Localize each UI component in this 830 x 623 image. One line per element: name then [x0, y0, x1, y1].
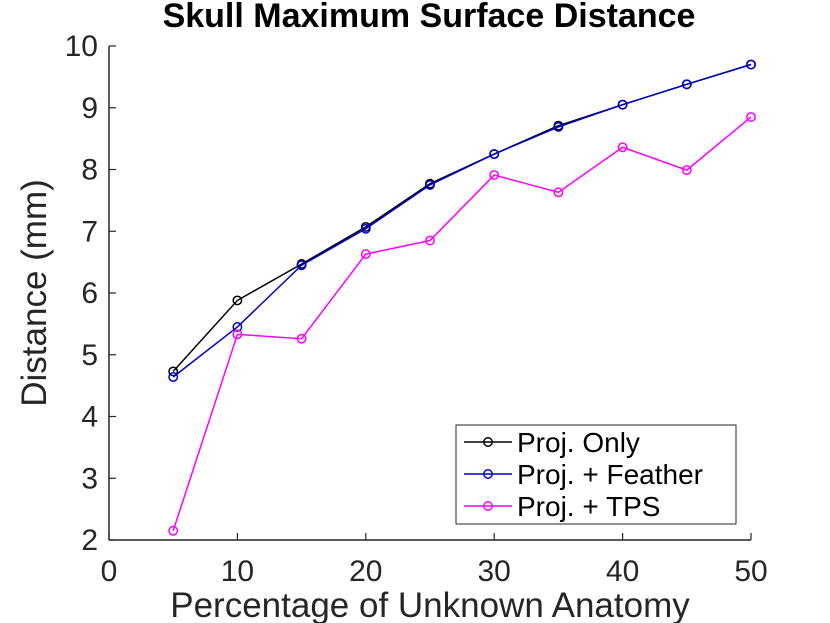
legend-marker-1 — [483, 469, 493, 479]
series-point-2 — [168, 525, 179, 536]
y-tick-label: 10 — [65, 30, 98, 63]
y-axis-label: Distance (mm) — [15, 179, 54, 407]
y-tick-label: 9 — [81, 92, 98, 125]
y-tick-label: 2 — [81, 524, 98, 557]
x-tick-label: 40 — [606, 555, 639, 588]
x-tick-label: 0 — [101, 555, 118, 588]
series-layer — [168, 59, 756, 536]
series-point-0 — [232, 295, 243, 306]
y-tick-label: 4 — [81, 401, 98, 434]
series-point-1 — [553, 121, 564, 132]
series-point-2 — [553, 187, 564, 198]
legend-label-1: Proj. + Feather — [517, 459, 703, 490]
series-point-1 — [296, 260, 307, 271]
y-tick-label: 8 — [81, 154, 98, 187]
series-point-2 — [296, 333, 307, 344]
series-point-2 — [681, 165, 692, 176]
series-point-1 — [360, 223, 371, 234]
series-point-2 — [232, 329, 243, 340]
series-point-1 — [617, 99, 628, 110]
x-tick-label: 10 — [221, 555, 254, 588]
x-axis-ticks: 0 10 20 30 40 50 — [101, 533, 768, 588]
y-axis-ticks: 2 3 4 5 6 7 8 9 10 — [65, 30, 116, 557]
series-point-1 — [425, 179, 435, 190]
x-tick-label: 30 — [478, 555, 511, 588]
series-point-1 — [489, 149, 500, 160]
chart-title: Skull Maximum Surface Distance — [163, 0, 696, 35]
y-tick-label: 6 — [81, 277, 98, 310]
series-point-2 — [425, 235, 435, 246]
series-point-2 — [360, 249, 371, 260]
series-point-1 — [232, 322, 243, 332]
y-tick-label: 3 — [81, 462, 98, 495]
x-axis-label: Percentage of Unknown Anatomy — [170, 586, 690, 623]
legend-label-0: Proj. Only — [517, 427, 640, 458]
x-tick-label: 50 — [734, 555, 767, 588]
y-tick-label: 7 — [81, 215, 98, 248]
series-point-2 — [746, 112, 756, 122]
series-point-1 — [681, 79, 692, 90]
legend-marker-0 — [483, 437, 493, 447]
series-point-2 — [617, 142, 628, 153]
x-tick-label: 20 — [349, 555, 382, 588]
series-line-2 — [172, 116, 752, 531]
series-point-2 — [489, 170, 500, 181]
series-point-0 — [168, 366, 179, 377]
legend-marker-2 — [483, 501, 493, 511]
series-point-1 — [746, 59, 756, 70]
series-point-1 — [168, 372, 179, 382]
series-line-1 — [172, 63, 752, 378]
y-tick-label: 5 — [81, 339, 98, 372]
legend-label-2: Proj. + TPS — [517, 491, 660, 522]
